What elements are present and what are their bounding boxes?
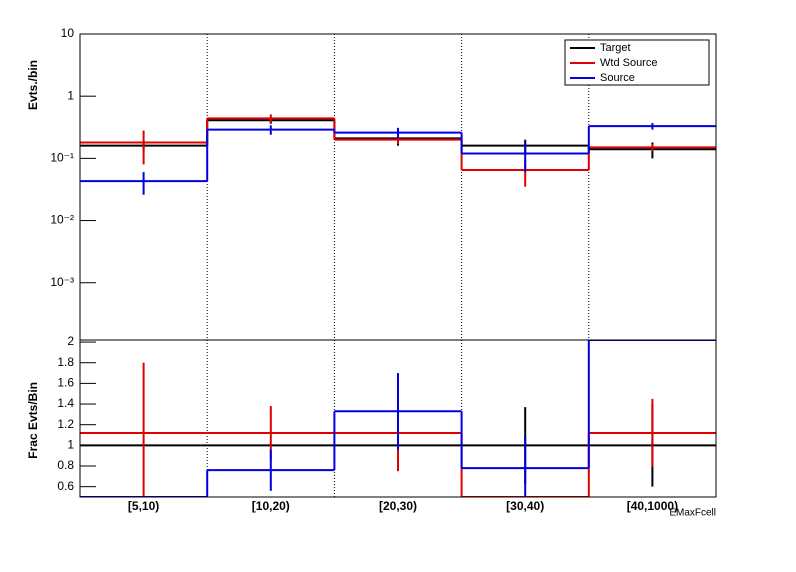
plot-area <box>80 114 716 195</box>
y-tick-label: 2 <box>67 334 74 348</box>
legend-label: Source <box>600 72 635 84</box>
x-tick-label: [20,30) <box>379 499 417 513</box>
x-tick-label: [5,10) <box>128 499 159 513</box>
y-tick-label: 1.8 <box>57 355 74 369</box>
y-tick-label: 0.6 <box>57 479 74 493</box>
y-tick-label: 0.8 <box>57 458 74 472</box>
y-tick-label: 10⁻² <box>50 213 74 227</box>
plot-area <box>80 340 716 497</box>
x-tick-label: [10,20) <box>252 499 290 513</box>
y-tick-label: 10⁻¹ <box>50 151 74 165</box>
y-tick-label: 1 <box>67 438 74 452</box>
y-tick-label: 1.4 <box>57 396 74 410</box>
y-axis-label: Evts./bin <box>26 60 40 110</box>
y-tick-label: 10 <box>61 26 75 40</box>
x-tick-label: [30,40) <box>506 499 544 513</box>
frame <box>79 339 717 498</box>
y-tick-label: 1 <box>67 88 74 102</box>
y-tick-label: 10⁻³ <box>50 275 74 289</box>
x-axis-label: EMaxFcell <box>669 508 716 519</box>
y-tick-label: 1.2 <box>57 417 74 431</box>
legend-label: Target <box>600 42 631 54</box>
y-axis-label: Frac Evts/Bin <box>26 382 40 459</box>
y-tick-label: 1.6 <box>57 376 74 390</box>
x-tick-label: [40,1000) <box>627 499 678 513</box>
legend-label: Wtd Source <box>600 57 657 69</box>
